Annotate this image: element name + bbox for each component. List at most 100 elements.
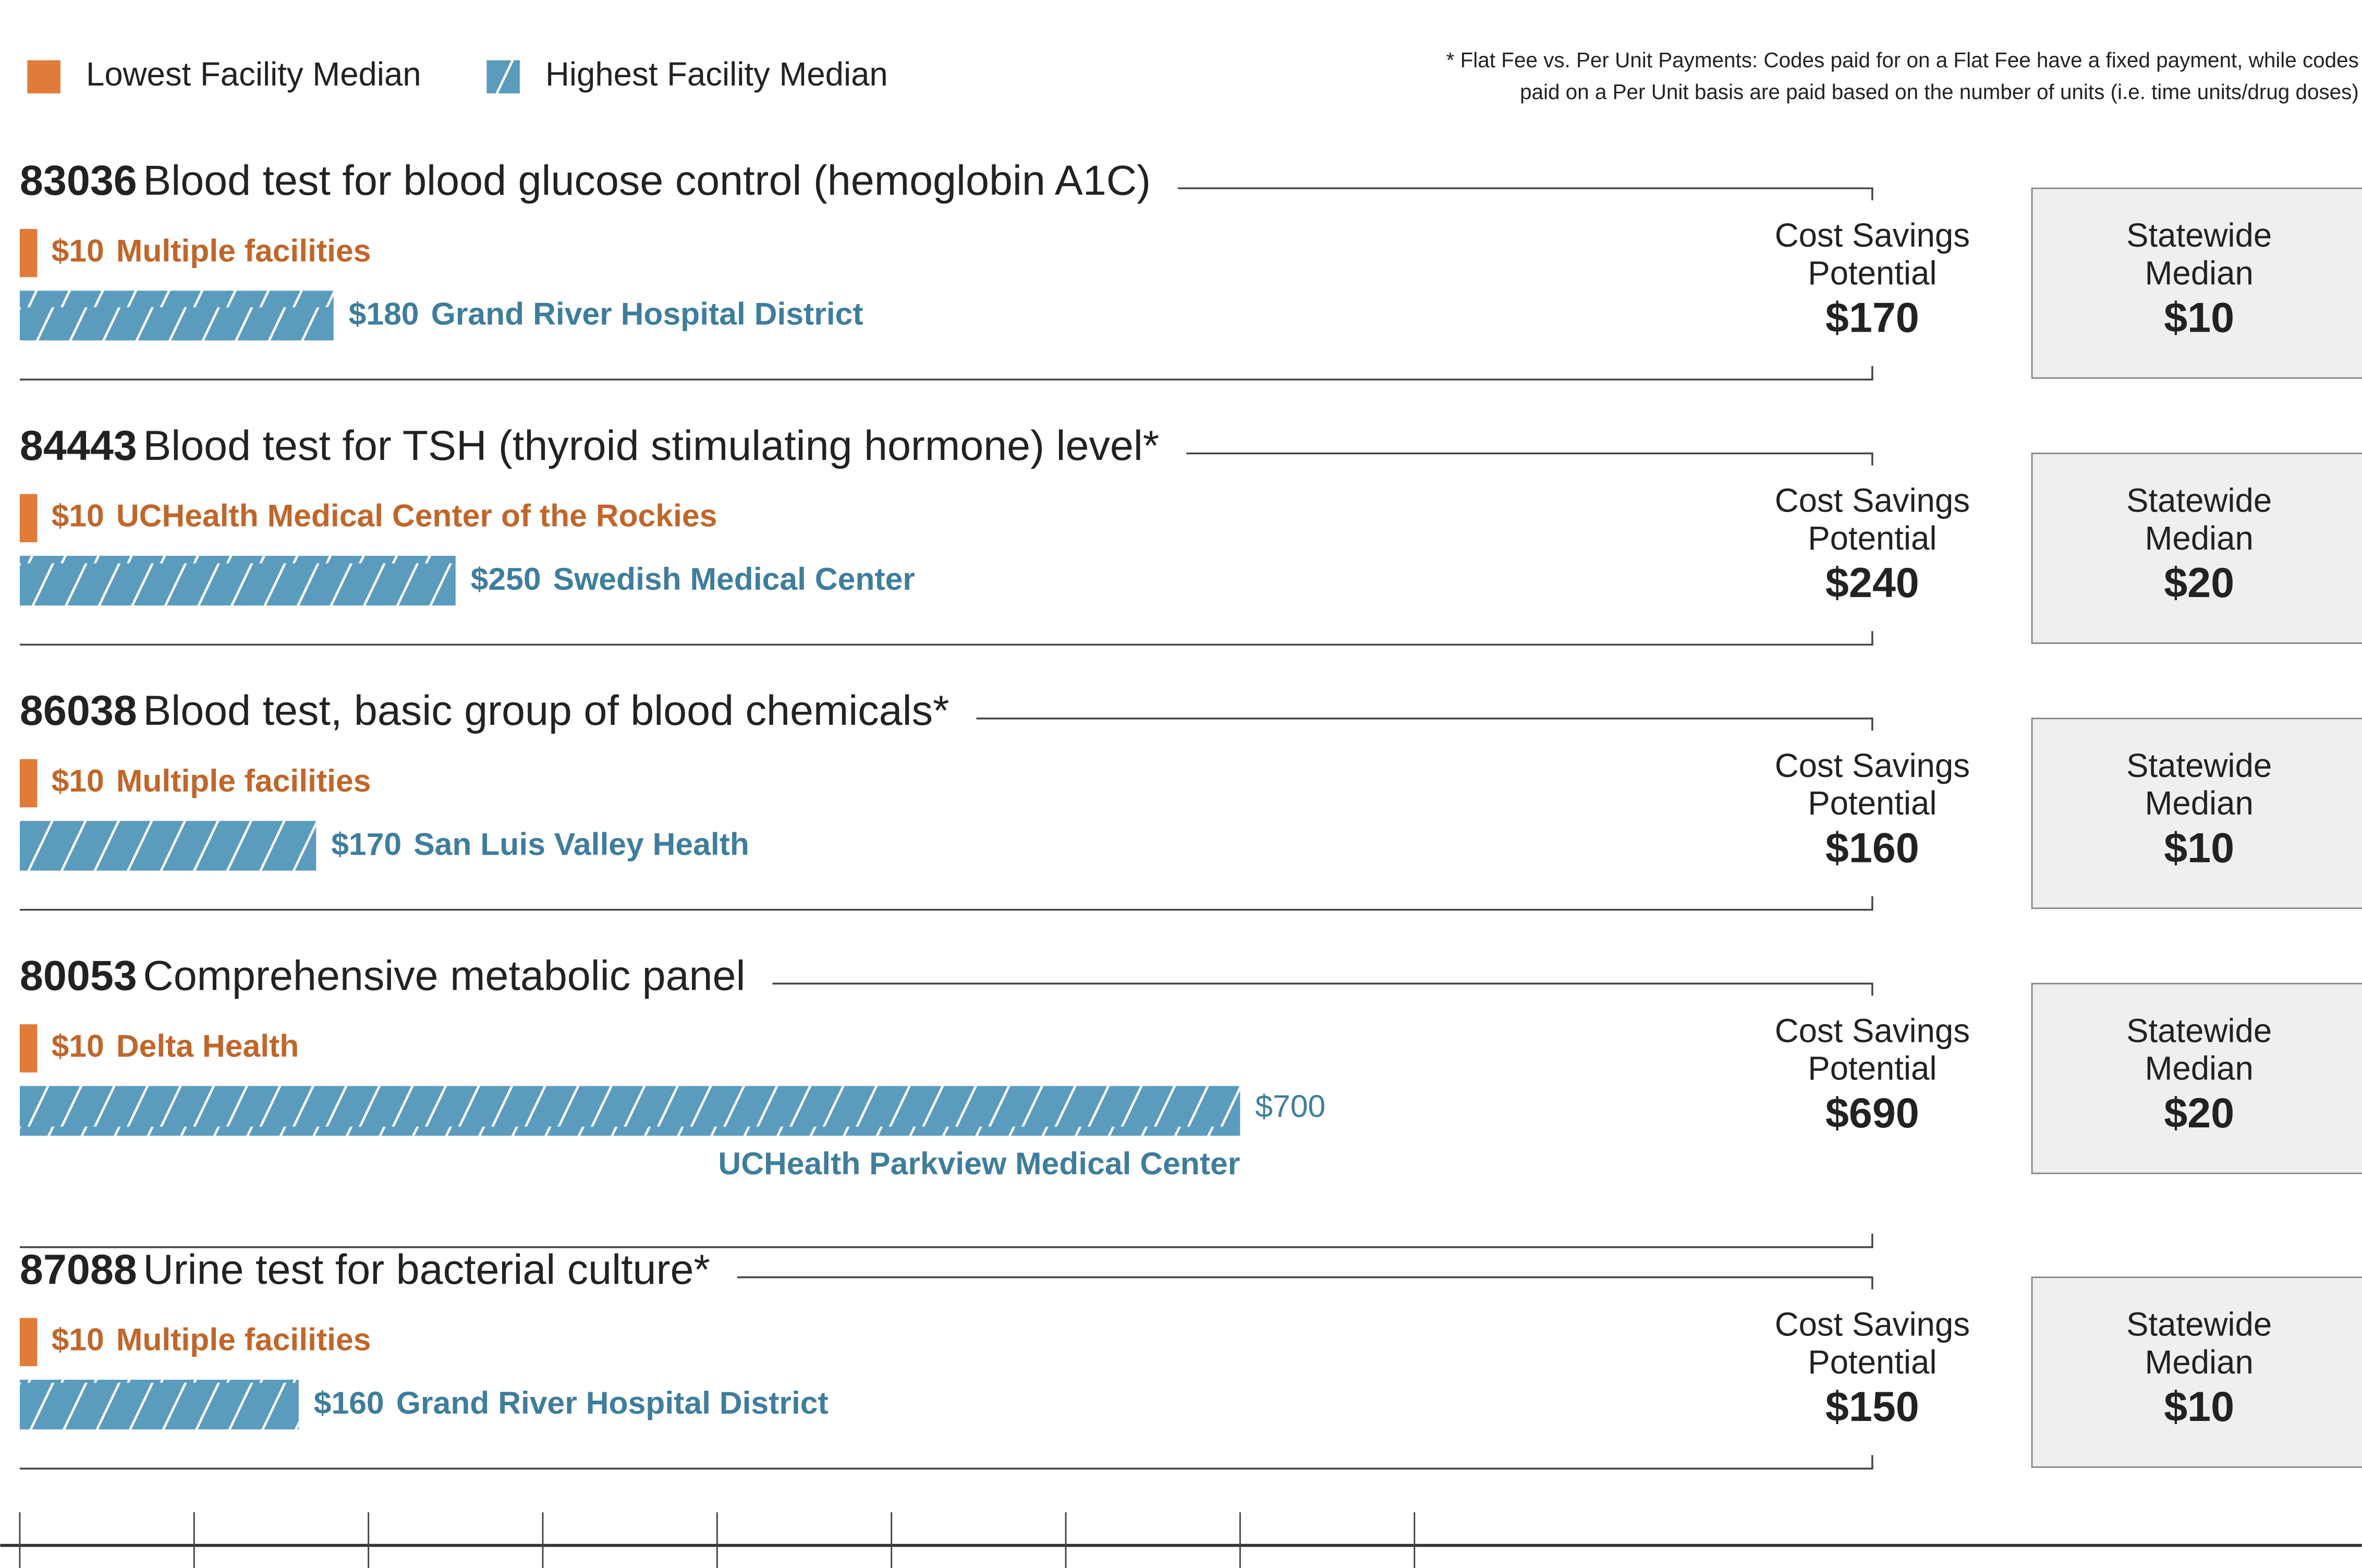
bracket (19, 366, 1873, 381)
code: 83036 (20, 157, 137, 204)
high-value: $700 (1255, 1088, 1325, 1124)
savings-header: Potential (1808, 1050, 1937, 1087)
bracket (1186, 452, 1873, 466)
statewide-box (2031, 718, 2362, 909)
statewide-header: Statewide (2126, 1012, 2272, 1049)
bracket (19, 1233, 1873, 1248)
high-value: $180 (349, 296, 419, 332)
description: Urine test for bacterial culture* (143, 1246, 710, 1293)
statewide-box (2031, 453, 2362, 644)
high-label: $180 Grand River Hospital District (349, 296, 863, 332)
legend-label: Highest Facility Median (545, 56, 888, 93)
statewide-header: Median (2145, 1344, 2253, 1381)
savings-header: Potential (1808, 785, 1937, 822)
high-label: $250 Swedish Medical Center (471, 561, 915, 597)
high-value: $250 (471, 561, 541, 597)
low-value: $10 (52, 498, 104, 533)
bracket (1178, 187, 1873, 201)
statewide-header: Statewide (2126, 482, 2272, 519)
high-facility: Grand River Hospital District (396, 1385, 829, 1420)
low-bar (19, 1024, 38, 1073)
savings-header: Potential (1808, 520, 1937, 557)
high-facility: Swedish Medical Center (553, 561, 915, 597)
legend-swatch (27, 60, 60, 94)
description: Comprehensive metabolic panel (143, 953, 745, 1000)
savings-value: $160 (1825, 824, 1919, 871)
low-value: $10 (52, 1028, 104, 1063)
low-bar (19, 494, 38, 542)
low-label: $10 Delta Health (52, 1028, 299, 1063)
legend-swatch (486, 60, 520, 94)
low-value: $10 (52, 763, 104, 798)
high-facility: UCHealth Parkview Medical Center (718, 1146, 1240, 1181)
low-bar (19, 1318, 38, 1366)
savings-value: $170 (1825, 295, 1919, 342)
low-label: $10 Multiple facilities (52, 233, 371, 268)
high-facility: San Luis Valley Health (413, 826, 749, 861)
high-facility: Grand River Hospital District (431, 296, 863, 332)
code: 87088 (20, 1246, 137, 1293)
bracket (976, 718, 1873, 731)
statewide-value: $10 (2164, 295, 2234, 342)
savings-header: Cost Savings (1775, 217, 1970, 254)
footnote: paid on a Per Unit basis are paid based … (1520, 80, 2359, 104)
bracket (772, 982, 1873, 996)
low-facility: Multiple facilities (116, 1322, 371, 1357)
statewide-header: Statewide (2126, 1306, 2272, 1343)
statewide-header: Statewide (2126, 217, 2272, 254)
low-facility: Multiple facilities (116, 763, 371, 798)
low-facility: Multiple facilities (116, 233, 371, 268)
low-label: $10 Multiple facilities (52, 763, 371, 798)
high-value: $170 (331, 826, 401, 861)
high-bar (19, 555, 456, 606)
row-title: 86038 Blood test, basic group of blood ch… (20, 688, 949, 735)
high-bar (19, 1379, 299, 1430)
bracket (19, 1455, 1873, 1470)
footnote: * Flat Fee vs. Per Unit Payments: Codes … (1446, 48, 2359, 72)
high-label: $170 San Luis Valley Health (331, 826, 749, 861)
low-bar (19, 229, 38, 277)
code: 80053 (20, 953, 137, 1000)
savings-value: $150 (1825, 1383, 1919, 1430)
bracket (737, 1276, 1873, 1290)
statewide-value: $10 (2164, 824, 2234, 871)
row-title: 80053 Comprehensive metabolic panel (20, 953, 746, 1000)
statewide-header: Median (2145, 785, 2253, 822)
statewide-header: Median (2145, 254, 2253, 291)
low-bar (19, 759, 38, 808)
statewide-value: $20 (2164, 1090, 2234, 1137)
code: 84443 (20, 422, 137, 469)
bracket (19, 896, 1873, 911)
description: Blood test for blood glucose control (he… (143, 157, 1151, 204)
savings-header: Potential (1808, 254, 1937, 291)
description: Blood test for TSH (thyroid stimulating … (143, 422, 1159, 469)
savings-header: Cost Savings (1775, 1012, 1970, 1049)
statewide-value: $10 (2164, 1383, 2234, 1430)
savings-header: Cost Savings (1775, 747, 1970, 784)
row-title: 87088 Urine test for bacterial culture* (20, 1246, 710, 1293)
savings-value: $690 (1825, 1090, 1919, 1137)
row-title: 83036 Blood test for blood glucose contro… (20, 157, 1151, 204)
statewide-box (2031, 982, 2362, 1174)
low-facility: Delta Health (116, 1028, 299, 1063)
code: 86038 (20, 688, 137, 735)
high-bar (19, 821, 316, 871)
low-value: $10 (52, 233, 104, 268)
low-facility: UCHealth Medical Center of the Rockies (116, 498, 717, 533)
savings-header: Cost Savings (1775, 1306, 1970, 1343)
high-bar (19, 1086, 1240, 1136)
savings-value: $240 (1825, 560, 1919, 606)
bracket (19, 631, 1873, 646)
high-value: $160 (314, 1385, 384, 1420)
legend-label: Lowest Facility Median (86, 56, 421, 93)
statewide-value: $20 (2164, 560, 2234, 606)
high-bar (19, 290, 334, 341)
statewide-box (2031, 187, 2362, 379)
savings-header: Potential (1808, 1344, 1937, 1381)
statewide-box (2031, 1277, 2362, 1468)
description: Blood test, basic group of blood chemica… (143, 688, 949, 735)
statewide-header: Median (2145, 520, 2253, 557)
statewide-header: Median (2145, 1050, 2253, 1087)
low-value: $10 (52, 1322, 104, 1357)
